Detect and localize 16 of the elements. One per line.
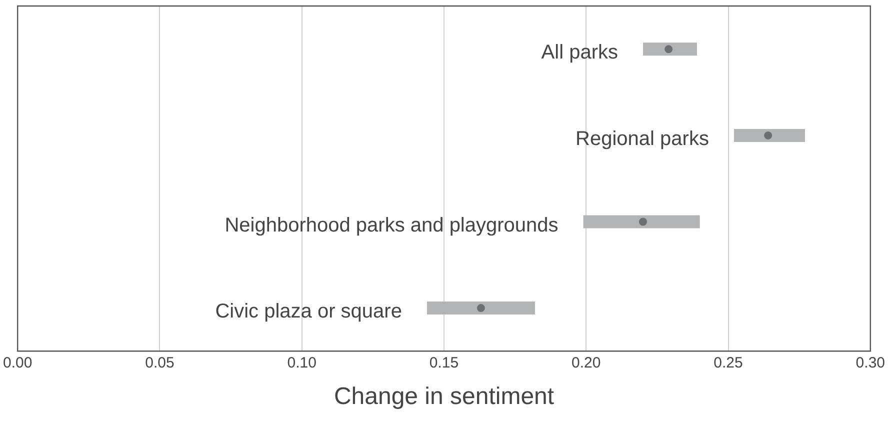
y-tick-label: Regional parks	[576, 128, 709, 150]
x-tick-label: 0.30	[856, 354, 886, 372]
x-tick-label: 0.10	[287, 354, 316, 372]
y-tick-label: Neighborhood parks and playgrounds	[224, 214, 558, 236]
x-tick-label: 0.05	[145, 354, 174, 372]
x-axis-title: Change in sentiment	[334, 383, 554, 410]
y-tick-label: All parks	[541, 42, 618, 64]
x-tick-label: 0.20	[572, 354, 601, 372]
x-tick-label: 0.25	[714, 354, 743, 372]
y-tick-label: Civic plaza or square	[215, 300, 402, 323]
point	[638, 218, 647, 226]
point	[764, 131, 772, 140]
x-tick-label: 0.15	[429, 354, 459, 372]
x-tick-label: 0.00	[2, 354, 32, 372]
point	[664, 45, 673, 54]
point	[476, 304, 485, 312]
